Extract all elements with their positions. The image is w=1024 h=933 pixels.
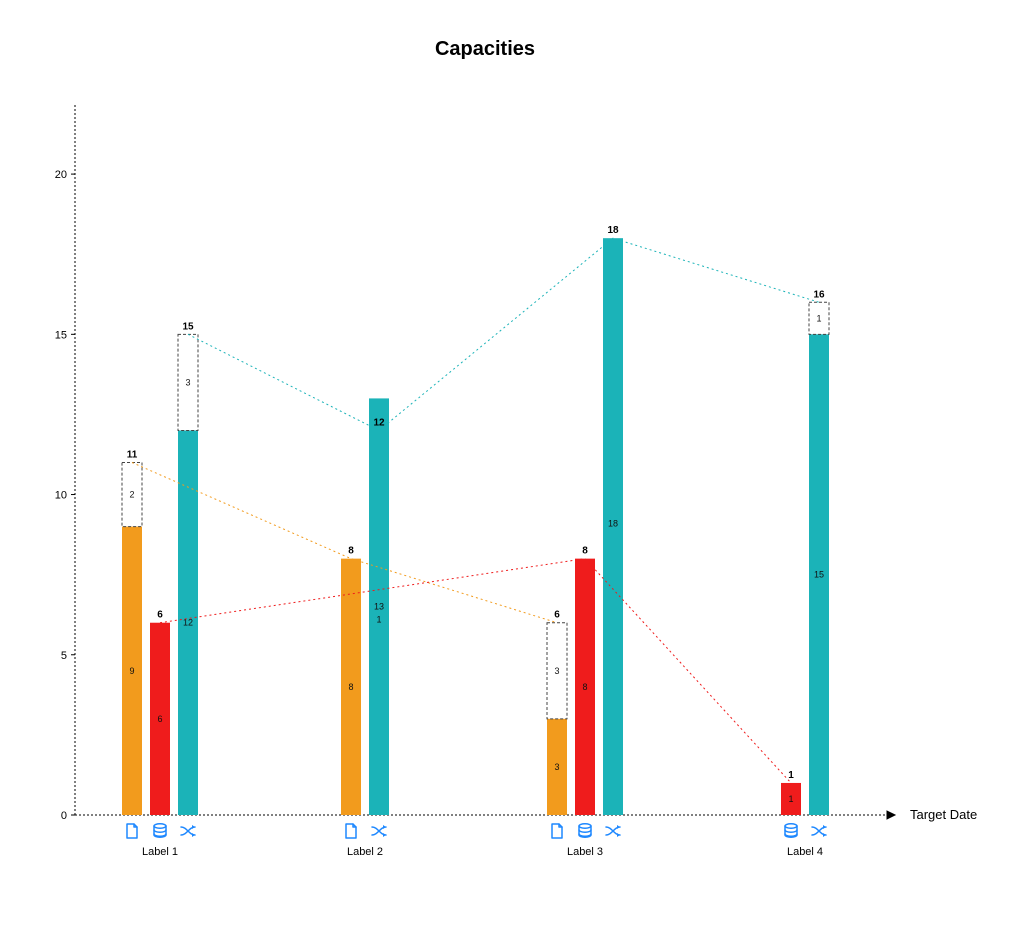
y-tick-label: 5 <box>61 650 67 662</box>
bar-value-label: 3 <box>554 762 559 772</box>
y-tick-label: 15 <box>55 329 67 341</box>
bar-top-label: 6 <box>554 610 560 621</box>
group-label: Label 1 <box>142 846 178 858</box>
bar-value-label: 8 <box>348 682 353 692</box>
bar-value-label: 6 <box>157 714 162 724</box>
bar-top-label: 1 <box>788 770 794 781</box>
bar-value-label: 9 <box>129 666 134 676</box>
bar-top-label: 6 <box>157 610 163 621</box>
bar-value-label: 8 <box>582 682 587 692</box>
bar-overflow-label: 1 <box>816 313 821 323</box>
bar-overflow-label: 2 <box>129 490 134 500</box>
group-label: Label 2 <box>347 846 383 858</box>
y-tick-label: 20 <box>55 169 67 181</box>
bar-top-label: 11 <box>127 450 138 461</box>
bar-overflow-label: 3 <box>185 377 190 387</box>
y-tick-label: 10 <box>55 490 67 502</box>
group-label: Label 3 <box>567 846 603 858</box>
bar-overflow-label: 3 <box>554 666 559 676</box>
bar-top-label: 12 <box>373 417 385 428</box>
chart-title: Capacities <box>435 38 535 60</box>
capacities-chart: CapacitiesTarget Date0510152029116631215… <box>0 0 1024 933</box>
bar-top-label: 8 <box>582 546 588 557</box>
bar-inner-label: 18 <box>608 519 618 529</box>
bar-value-label: 15 <box>814 570 824 580</box>
bar-value-label: 1 <box>788 794 793 804</box>
group-label: Label 4 <box>787 846 823 858</box>
bar-top-label: 16 <box>813 289 825 300</box>
x-axis-title: Target Date <box>910 807 977 822</box>
bar-top-label: 8 <box>348 546 354 557</box>
bar-top-label: 18 <box>607 225 619 236</box>
bar-value-label: 13 <box>374 602 384 612</box>
bar-top-label: 15 <box>182 321 194 332</box>
y-tick-label: 0 <box>61 810 67 822</box>
bar-value-label: 12 <box>183 618 193 628</box>
bar-inner-label: 1 <box>376 615 381 625</box>
